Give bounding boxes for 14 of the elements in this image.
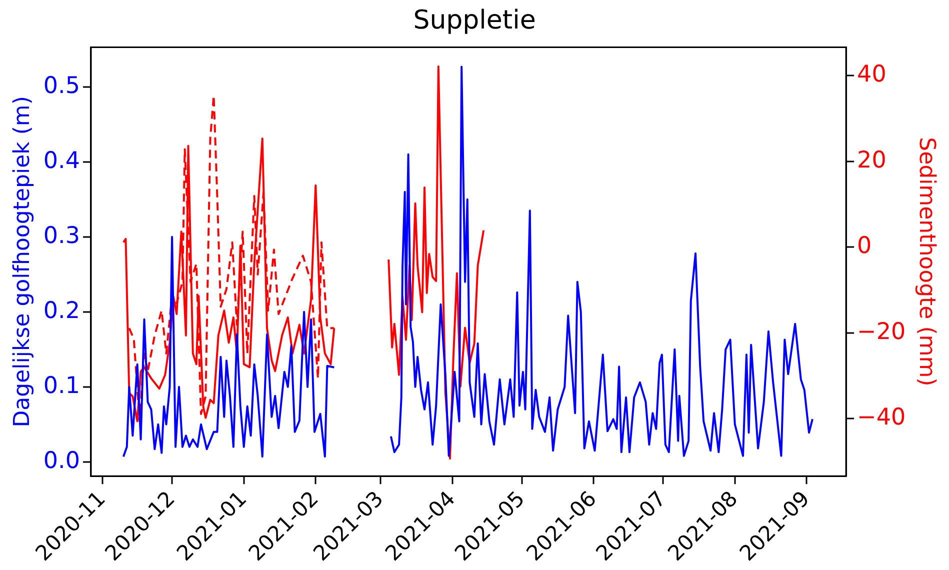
y-tick-label: 0.3 — [43, 222, 80, 249]
y-tick-label: 0.1 — [43, 372, 80, 399]
y-tick-label: 0.4 — [43, 148, 80, 174]
y-axis-title: Dagelijkse golfhoogtepiek (m) — [10, 96, 35, 428]
y2-tick-label: −40 — [857, 404, 906, 431]
y-tick-label: 0.2 — [43, 298, 80, 324]
y2-axis-title: Sedimenthoogte (mm) — [914, 137, 940, 386]
y2-tick-label: 0 — [857, 233, 872, 260]
y2-tick-label: −20 — [857, 318, 906, 345]
y2-tick-label: 40 — [857, 61, 886, 88]
y-tick-label: 0.5 — [43, 72, 80, 99]
y-tick-label: 0.0 — [43, 448, 80, 474]
chart-title: Suppletie — [413, 5, 536, 36]
y2-tick-label: 20 — [857, 147, 886, 174]
